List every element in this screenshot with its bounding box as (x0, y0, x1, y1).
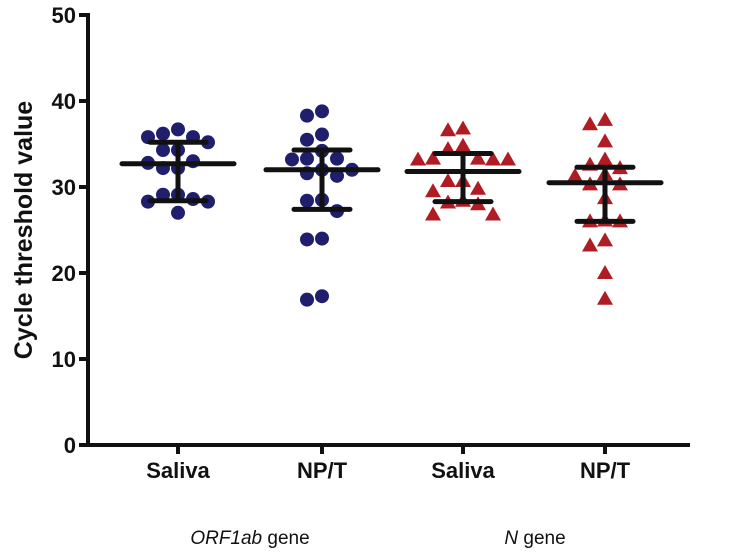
data-point-triangle (485, 206, 501, 221)
data-point-circle (156, 143, 170, 158)
y-tick-label: 50 (52, 3, 76, 28)
data-point-triangle (582, 116, 598, 131)
data-point-triangle (597, 111, 613, 126)
data-point-triangle (500, 151, 516, 166)
data-point-triangle (597, 232, 613, 247)
data-point-triangle (597, 151, 613, 166)
x-tick-label: NP/T (297, 458, 348, 483)
data-point-circle (330, 168, 344, 183)
median-iqr-bar (546, 164, 664, 224)
data-point-circle (315, 127, 329, 142)
y-tick-label: 0 (64, 433, 76, 458)
data-point-triangle (597, 265, 613, 279)
data-point-circle (156, 126, 170, 141)
data-point-triangle (582, 237, 598, 252)
data-point-triangle (440, 122, 456, 137)
median-iqr-bar (263, 147, 381, 212)
axes: 0 10 20 30 40 50 Saliva NP/T Saliva NP/T (52, 3, 690, 483)
group-label-n: N gene (504, 528, 565, 549)
data-point-circle (300, 108, 314, 123)
data-point-triangle (425, 183, 441, 198)
data-point-triangle (485, 151, 501, 166)
data-point-triangle (425, 150, 441, 165)
group-label-italic: ORF1ab (190, 528, 262, 549)
data-marks (119, 104, 664, 307)
data-point-circle (156, 187, 170, 202)
group-label-rest: gene (262, 528, 310, 549)
data-point-circle (315, 289, 329, 304)
data-point-circle (300, 292, 314, 307)
data-point-circle (315, 231, 329, 246)
x-tick-label: NP/T (580, 458, 631, 483)
data-point-circle (171, 122, 185, 137)
data-point-triangle (597, 133, 613, 148)
x-tick-label: Saliva (431, 458, 495, 483)
data-point-triangle (410, 151, 426, 166)
data-point-circle (300, 151, 314, 166)
x-tick-label: Saliva (146, 458, 210, 483)
y-tick-label: 40 (52, 89, 76, 114)
group-label-rest: gene (518, 528, 566, 549)
data-point-circle (300, 193, 314, 208)
data-point-circle (171, 205, 185, 220)
data-point-circle (330, 151, 344, 166)
median-iqr-bar (404, 150, 522, 205)
data-point-triangle (455, 137, 471, 152)
data-point-circle (300, 232, 314, 247)
group-label-orf1ab: ORF1ab gene (190, 528, 309, 549)
data-point-circle (315, 104, 329, 119)
data-point-circle (300, 132, 314, 147)
data-point-triangle (455, 120, 471, 135)
y-axis-label: Cycle threshold value (10, 101, 38, 360)
data-point-circle (285, 152, 299, 167)
data-point-triangle (470, 150, 486, 165)
y-tick-label: 20 (52, 261, 76, 286)
y-tick-label: 30 (52, 175, 76, 200)
data-point-triangle (440, 172, 456, 187)
y-tick-label: 10 (52, 347, 76, 372)
group-label-italic: N (504, 528, 518, 549)
median-iqr-bar (119, 139, 237, 204)
data-point-triangle (597, 290, 613, 305)
data-point-triangle (567, 167, 583, 182)
data-point-triangle (425, 206, 441, 221)
data-point-triangle (470, 180, 486, 195)
